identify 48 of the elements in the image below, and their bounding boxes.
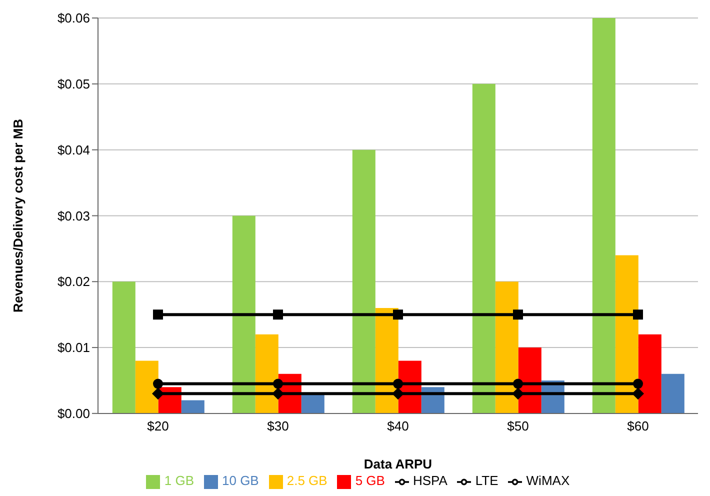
bar [352, 150, 376, 414]
point [273, 310, 283, 320]
legend-label: 10 GB [222, 473, 259, 488]
y-tick-label: $0.01 [57, 340, 90, 356]
bar [615, 255, 638, 414]
x-tick-label: $50 [507, 418, 529, 434]
point [273, 378, 283, 389]
x-tick-label: $40 [387, 418, 409, 434]
bar [112, 282, 136, 414]
y-tick-label: $0.06 [57, 10, 90, 26]
point [393, 310, 403, 320]
legend-label: HSPA [412, 473, 448, 488]
bar [472, 84, 496, 414]
bar [181, 400, 204, 414]
y-tick-label: $0.03 [57, 208, 90, 224]
x-tick-label: $60 [627, 418, 649, 434]
y-axis-title: Revenues/Delivery cost per MB [10, 118, 26, 313]
x-tick-label: $20 [147, 418, 169, 434]
point [632, 388, 644, 400]
point [633, 310, 643, 320]
bar [592, 18, 616, 414]
bar [301, 394, 324, 414]
point [512, 388, 524, 400]
point [152, 388, 164, 400]
legend-label: 5 GB [355, 473, 385, 488]
point [513, 310, 523, 320]
y-tick-label: $0.02 [57, 274, 90, 290]
bar [135, 360, 158, 414]
point [393, 378, 403, 389]
point [513, 378, 523, 389]
point [153, 378, 163, 389]
legend-label: LTE [475, 473, 498, 488]
point [153, 310, 163, 320]
x-tick-label: $30 [267, 418, 289, 434]
y-tick-label: $0.05 [57, 76, 90, 92]
legend-label: WiMAX [526, 473, 570, 488]
x-axis-title: Data ARPU [364, 456, 432, 472]
y-tick-label: $0.00 [57, 406, 90, 422]
bar [495, 282, 518, 414]
bar [661, 374, 684, 414]
legend-label: 2.5 GB [286, 473, 328, 488]
point [392, 388, 404, 400]
y-tick-label: $0.04 [57, 142, 90, 158]
point [633, 378, 643, 389]
bar [638, 334, 662, 414]
point [272, 388, 284, 400]
legend-label: 1 GB [164, 473, 194, 488]
bar [232, 216, 256, 414]
